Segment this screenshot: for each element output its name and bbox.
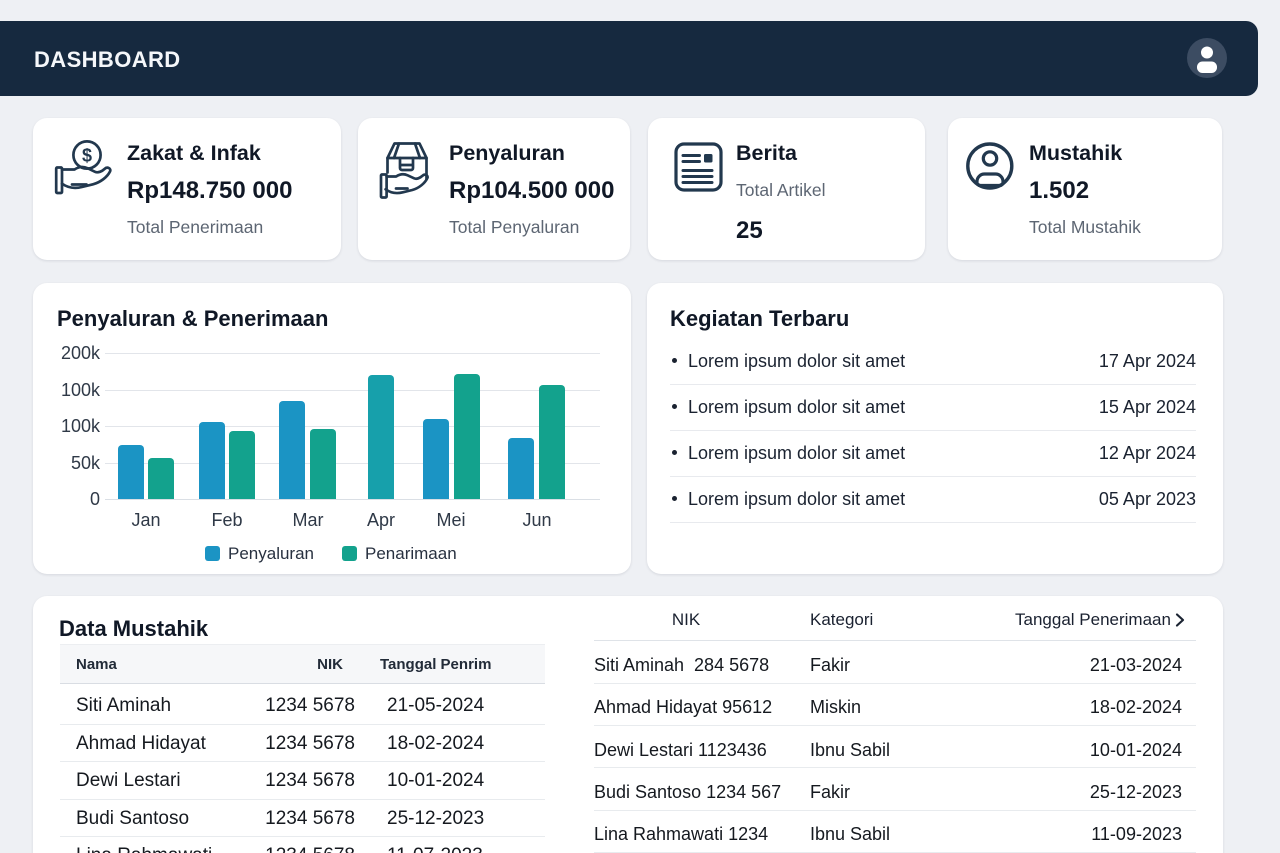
svg-text:$: $ [82,146,92,166]
